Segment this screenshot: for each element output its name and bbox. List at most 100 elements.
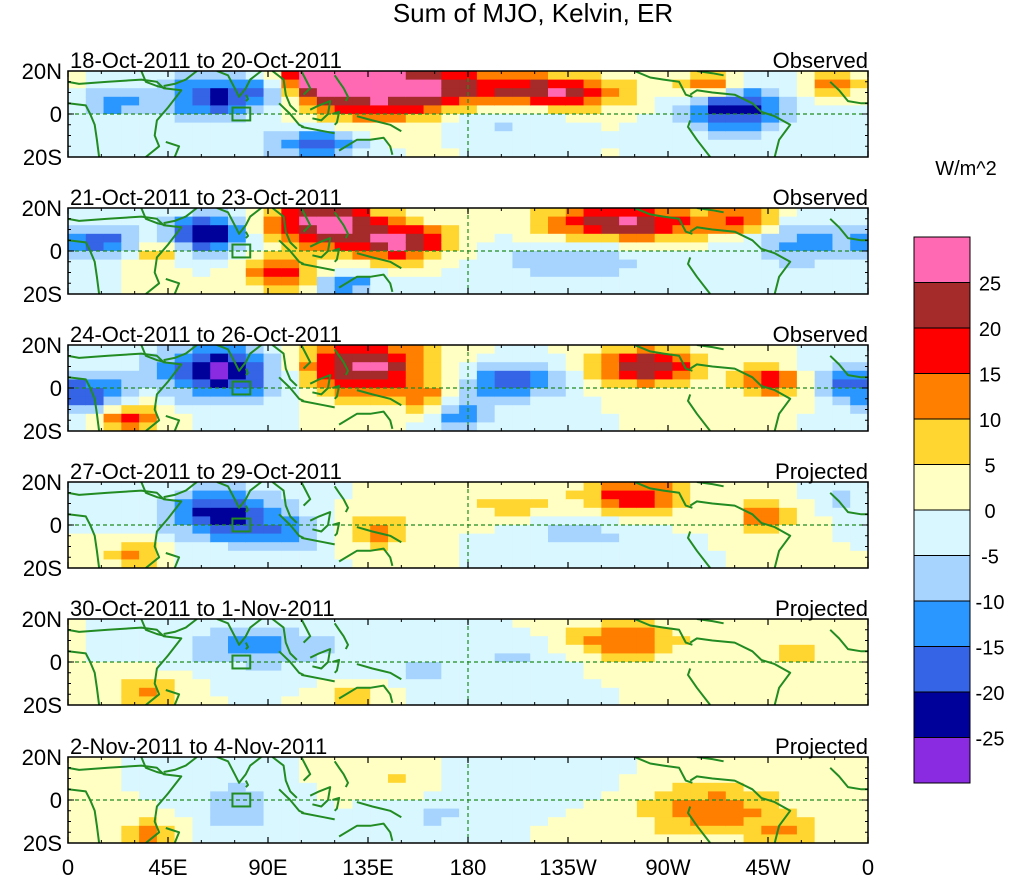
heatmap-cell xyxy=(690,148,709,157)
coastline xyxy=(68,215,183,294)
heatmap-cell xyxy=(779,482,798,492)
heatmap-cell xyxy=(548,679,567,689)
heatmap-cell xyxy=(814,251,834,261)
colorbar-tick-label: -5 xyxy=(981,547,999,569)
heatmap-cell xyxy=(619,259,638,269)
heatmap-cell xyxy=(334,268,354,278)
heatmap-cell xyxy=(388,233,407,243)
heatmap-cell xyxy=(583,516,602,526)
heatmap-cell xyxy=(121,208,140,218)
heatmap-cell xyxy=(388,353,407,363)
heatmap-cell xyxy=(281,276,300,286)
heatmap-cell xyxy=(530,834,549,843)
heatmap-cell xyxy=(743,636,762,646)
heatmap-cell xyxy=(583,653,602,663)
heatmap-cell xyxy=(192,353,211,363)
heatmap-cell xyxy=(548,362,567,372)
heatmap-cell xyxy=(210,542,229,552)
heatmap-cell xyxy=(725,405,745,415)
heatmap-cell xyxy=(548,800,567,810)
heatmap-cell xyxy=(405,105,425,115)
heatmap-cell xyxy=(708,216,727,226)
heatmap-cell xyxy=(476,542,496,552)
heatmap-cell xyxy=(548,687,567,697)
heatmap-cell xyxy=(245,216,265,226)
coastline xyxy=(356,801,402,819)
heatmap-cell xyxy=(228,71,247,81)
heatmap-cell xyxy=(601,88,620,98)
x-tick-label: 45E xyxy=(148,855,187,880)
heatmap-cell xyxy=(210,396,229,406)
heatmap-cell xyxy=(441,765,460,775)
heatmap-cell xyxy=(281,525,300,535)
heatmap-cell xyxy=(601,362,620,372)
heatmap-cell xyxy=(814,619,834,629)
heatmap-cell xyxy=(636,670,656,680)
heatmap-cell xyxy=(850,114,868,124)
heatmap-cell xyxy=(103,653,122,663)
heatmap-cell xyxy=(316,131,336,141)
heatmap-cell xyxy=(263,242,282,252)
heatmap-cell xyxy=(245,627,265,637)
heatmap-cell xyxy=(761,208,780,218)
heatmap-cell xyxy=(388,216,407,226)
heatmap-cell xyxy=(708,834,727,843)
heatmap-cell xyxy=(139,679,158,689)
heatmap-cell xyxy=(121,71,140,81)
heatmap-cell xyxy=(832,619,851,629)
heatmap-cell xyxy=(565,482,585,492)
heatmap-cell xyxy=(548,71,567,81)
heatmap-cell xyxy=(850,105,868,115)
heatmap-cell xyxy=(814,362,834,372)
heatmap-cell xyxy=(192,422,211,431)
heatmap-cell xyxy=(156,825,176,835)
heatmap-cell xyxy=(512,379,531,389)
heatmap-cell xyxy=(494,662,514,672)
heatmap-cell xyxy=(708,251,727,261)
heatmap-cell xyxy=(654,405,674,415)
heatmap-cell xyxy=(636,550,656,560)
heatmap-cell xyxy=(334,834,354,843)
heatmap-cell xyxy=(370,516,389,526)
heatmap-cell xyxy=(316,499,336,509)
heatmap-cell xyxy=(548,276,567,286)
heatmap-cell xyxy=(405,499,425,509)
heatmap-cell xyxy=(85,757,105,767)
heatmap-cell xyxy=(388,88,407,98)
heatmap-cell xyxy=(228,679,247,689)
heatmap-cell xyxy=(103,636,122,646)
heatmap-cell xyxy=(299,525,318,535)
heatmap-cell xyxy=(423,644,442,654)
heatmap-cell xyxy=(548,782,567,792)
heatmap-cell xyxy=(654,259,674,269)
heatmap-cell xyxy=(743,619,762,629)
heatmap-cell xyxy=(601,542,620,552)
heatmap-cell xyxy=(68,388,87,398)
heatmap-cell xyxy=(583,285,602,294)
heatmap-cell xyxy=(601,791,620,801)
heatmap-cell xyxy=(103,662,122,672)
heatmap-cell xyxy=(139,482,158,492)
heatmap-cell xyxy=(388,225,407,235)
heatmap-cell xyxy=(316,105,336,115)
coastline xyxy=(68,352,183,431)
heatmap-cell xyxy=(814,533,834,543)
heatmap-cell xyxy=(476,208,496,218)
heatmap-cell xyxy=(601,114,620,124)
heatmap-cell xyxy=(672,405,691,415)
heatmap-cell xyxy=(139,216,158,226)
heatmap-cell xyxy=(725,619,745,629)
heatmap-cell xyxy=(690,285,709,294)
heatmap-cell xyxy=(263,825,282,835)
heatmap-cell xyxy=(548,242,567,252)
heatmap-cell xyxy=(476,499,496,509)
heatmap-cell xyxy=(405,242,425,252)
heatmap-cell xyxy=(228,653,247,663)
heatmap-cell xyxy=(174,422,194,431)
heatmap-cell xyxy=(210,653,229,663)
heatmap-cell xyxy=(299,362,318,372)
heatmap-cell xyxy=(530,388,549,398)
heatmap-cell xyxy=(103,345,122,355)
heatmap-cell xyxy=(459,353,478,363)
heatmap-cell xyxy=(281,507,300,517)
